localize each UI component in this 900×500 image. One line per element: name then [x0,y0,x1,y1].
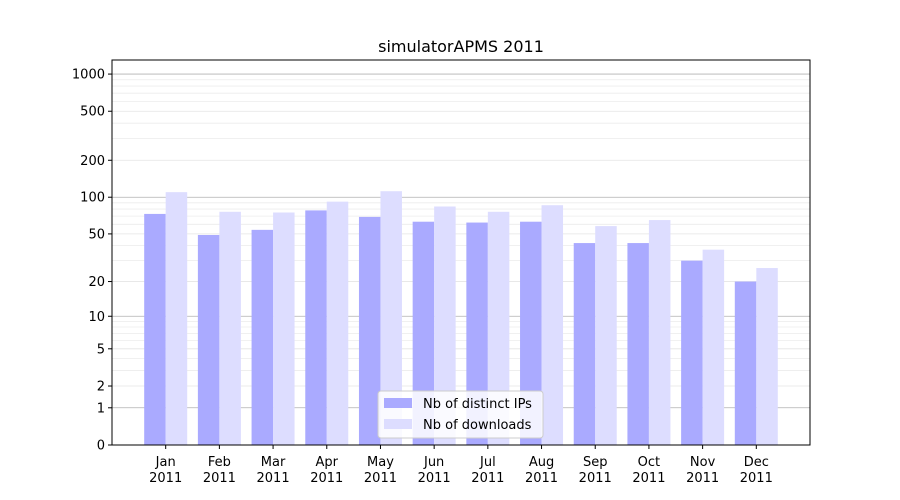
bar-distinct-ips-jul [466,222,488,445]
bars [144,191,778,445]
legend-swatch-distinct-ips [384,398,412,408]
bar-downloads-mar [273,212,295,445]
y-tick-label: 500 [80,105,105,120]
bar-distinct-ips-jun [412,221,435,445]
y-tick-label: 20 [88,275,105,290]
bar-downloads-feb [219,211,241,445]
bar-downloads-jul [487,211,510,445]
bar-downloads-jun [434,206,456,445]
bar-distinct-ips-nov [681,260,703,445]
y-tick-label: 1 [97,401,105,416]
x-tick-label-year: 2011 [471,471,504,486]
x-tick-label-month: Mar [261,455,286,470]
legend-swatch-downloads [384,419,412,429]
x-tick-label-month: Oct [638,455,660,470]
x-tick-label-month: May [367,455,394,470]
y-tick-label: 10 [88,310,105,325]
x-tick-label-month: Aug [529,455,554,470]
chart-title: simulatorAPMS 2011 [378,37,544,56]
x-tick-label-year: 2011 [579,471,612,486]
legend-box [377,390,544,439]
bar-downloads-may [380,191,402,445]
x-tick-label-year: 2011 [418,471,451,486]
bar-downloads-oct [648,220,671,445]
x-axis: Jan2011Feb2011Mar2011Apr2011May2011Jun20… [149,445,773,486]
y-tick-label: 5 [97,342,105,357]
bar-downloads-apr [326,201,349,445]
x-tick-label-month: Jan [155,455,176,470]
plot-frame [111,59,811,446]
x-tick-label-year: 2011 [149,471,182,486]
x-tick-label-month: Dec [744,455,769,470]
bar-distinct-ips-feb [197,234,220,445]
x-tick-label-month: Sep [583,455,608,470]
x-tick-label-year: 2011 [203,471,236,486]
bar-downloads-jan [165,192,188,445]
y-tick-label: 1000 [72,68,105,83]
legend-label-downloads: Nb of downloads [423,418,532,433]
x-tick-label-year: 2011 [686,471,719,486]
x-tick-label-month: Nov [690,455,716,470]
bar-distinct-ips-sep [573,243,596,445]
x-tick-label-month: Feb [208,455,231,470]
bar-downloads-aug [541,205,564,445]
x-tick-label-year: 2011 [632,471,665,486]
y-axis: 0 1 2 5 10 20 50 100 200 500 1000 [72,68,112,454]
y-tick-label: 200 [80,154,105,169]
x-tick-label-year: 2011 [310,471,343,486]
x-tick-label-year: 2011 [525,471,558,486]
bar-distinct-ips-jan [144,213,166,445]
legend: Nb of distinct IPs Nb of downloads [377,390,544,439]
bar-distinct-ips-apr [305,210,327,445]
bar-distinct-ips-dec [734,281,757,445]
x-tick-label-month: Jun [423,455,444,470]
y-tick-label: 100 [80,191,105,206]
y-tick-label: 2 [97,380,105,395]
bar-distinct-ips-aug [520,221,542,445]
x-tick-label-year: 2011 [257,471,290,486]
bar-distinct-ips-mar [251,229,274,445]
bar-distinct-ips-oct [627,243,649,445]
bar-downloads-dec [756,268,778,445]
bar-downloads-sep [595,226,617,445]
y-tick-label: 50 [88,227,105,242]
legend-label-distinct-ips: Nb of distinct IPs [423,397,532,412]
bar-downloads-nov [702,249,725,445]
y-tick-label: 0 [97,439,105,454]
x-tick-label-year: 2011 [740,471,773,486]
x-tick-label-year: 2011 [364,471,397,486]
x-tick-label-month: Apr [316,455,339,470]
bar-distinct-ips-may [358,216,381,445]
x-tick-label-month: Jul [479,455,496,470]
